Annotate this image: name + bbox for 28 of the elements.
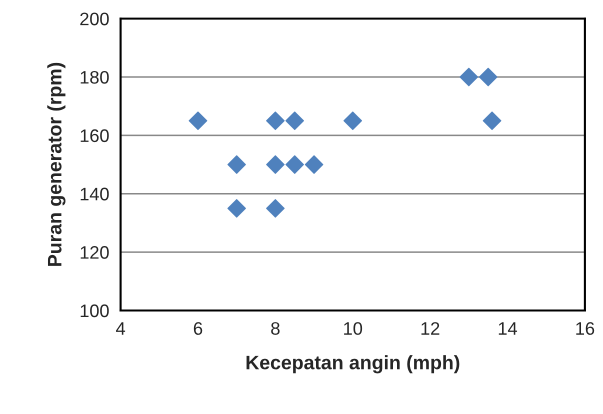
x-tick-label: 16 <box>576 322 594 335</box>
y-tick-label: 180 <box>80 70 109 84</box>
x-tick-label: 14 <box>498 322 518 335</box>
point <box>285 112 304 130</box>
point <box>285 155 304 174</box>
y-tick-label: 120 <box>80 246 109 259</box>
point <box>478 68 498 86</box>
point <box>343 112 362 130</box>
x-tick-label: 12 <box>421 322 440 335</box>
x-tick-label: 8 <box>271 322 280 335</box>
point <box>482 112 502 130</box>
x-tick-label: 10 <box>344 322 362 335</box>
point <box>304 155 324 174</box>
point <box>227 155 246 174</box>
y-tick-label: 140 <box>80 188 109 200</box>
x-tick-label: 4 <box>116 322 126 335</box>
y-tick-label: 160 <box>80 129 109 142</box>
y-tick-label: 100 <box>80 304 109 318</box>
point <box>266 199 285 218</box>
x-tick-label: 6 <box>194 322 202 335</box>
y-tick-label: 200 <box>80 12 109 26</box>
y-axis-title: Puran generator (rpm) <box>47 62 66 266</box>
point <box>188 112 208 130</box>
x-axis-title: Kecepatan angin (mph) <box>246 355 460 374</box>
point <box>227 199 246 218</box>
point <box>460 68 478 86</box>
point <box>266 112 285 130</box>
point <box>266 155 285 174</box>
